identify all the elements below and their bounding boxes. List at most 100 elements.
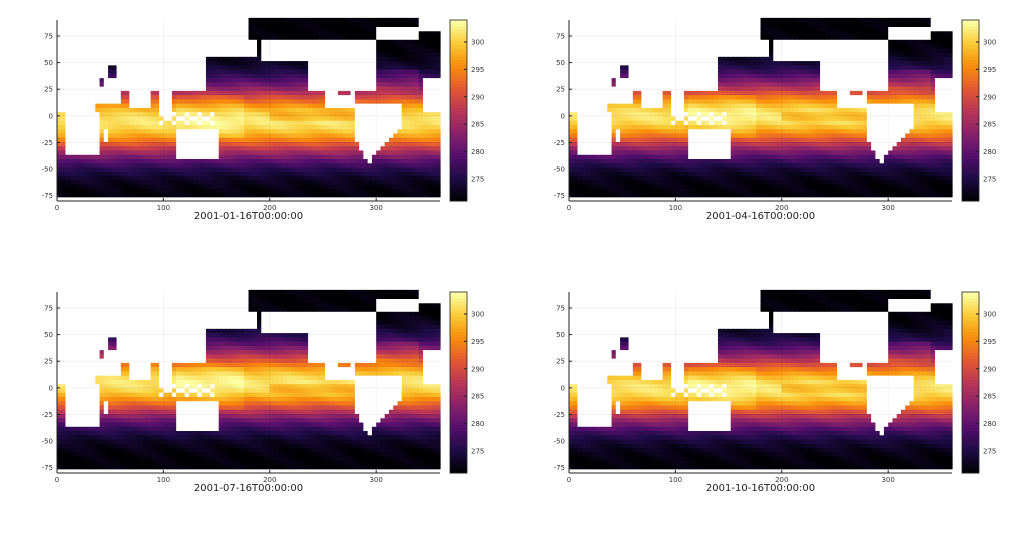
heatmap-cell <box>384 149 390 155</box>
heatmap-cell <box>286 64 292 70</box>
colorbar-segment <box>450 62 467 66</box>
heatmap-cell <box>197 141 203 147</box>
y-tick-label: 50 <box>44 59 53 67</box>
heatmap-cell <box>78 162 84 168</box>
heatmap-cell <box>692 196 698 202</box>
heatmap-cell <box>146 56 152 62</box>
heatmap-cell <box>611 166 617 172</box>
heatmap-cell <box>65 73 71 79</box>
heatmap-cell <box>257 43 262 49</box>
heatmap-cell <box>380 73 386 79</box>
heatmap-cell <box>231 64 237 70</box>
heatmap-cell <box>435 171 441 177</box>
heatmap-cell <box>146 183 152 189</box>
heatmap-cell <box>116 39 122 45</box>
heatmap-cell <box>773 154 779 160</box>
heatmap-cell <box>376 120 382 125</box>
heatmap-cell <box>295 132 301 138</box>
heatmap-cell <box>167 158 173 164</box>
heatmap-cell <box>384 81 390 87</box>
heatmap-cell <box>108 188 113 194</box>
heatmap-cell <box>637 162 642 168</box>
heatmap-cell <box>926 171 932 177</box>
heatmap-cell <box>658 166 664 172</box>
heatmap-cell <box>641 179 647 185</box>
heatmap-cell <box>150 115 156 121</box>
heatmap-cell <box>252 60 258 66</box>
heatmap-cell <box>120 39 126 45</box>
heatmap-cell <box>252 107 258 113</box>
heatmap-cell <box>214 60 220 66</box>
heatmap-cell <box>641 149 647 155</box>
heatmap-cell <box>235 171 241 177</box>
heatmap-cell <box>615 188 621 194</box>
heatmap-cell <box>896 192 902 198</box>
heatmap-cell <box>751 158 757 164</box>
heatmap-cell <box>95 192 101 198</box>
heatmap-cell <box>99 30 105 36</box>
heatmap-cell <box>210 90 216 96</box>
heatmap-cell <box>354 68 360 74</box>
heatmap-cell <box>171 90 177 96</box>
heatmap-cell <box>594 188 600 194</box>
heatmap-cell <box>150 60 156 66</box>
heatmap-cell <box>95 22 101 27</box>
heatmap-cell <box>180 103 186 108</box>
heatmap-cell <box>620 171 625 177</box>
heatmap-cell <box>371 141 377 147</box>
heatmap-cell <box>632 154 638 160</box>
heatmap-cell <box>167 30 173 36</box>
colorbar-segment <box>450 137 467 142</box>
heatmap-cell <box>120 137 126 142</box>
heatmap-cell <box>815 179 821 185</box>
heatmap-cell <box>252 86 258 91</box>
heatmap-cell <box>159 192 164 198</box>
heatmap-cell <box>133 86 139 91</box>
heatmap-cell <box>688 196 694 202</box>
heatmap-cell <box>637 175 642 181</box>
heatmap-cell <box>333 132 339 138</box>
heatmap-cell <box>418 149 424 155</box>
heatmap-cell <box>278 34 284 40</box>
heatmap-cell <box>193 149 199 155</box>
heatmap-cell <box>427 77 433 83</box>
heatmap-cell <box>303 68 309 74</box>
heatmap-cell <box>329 107 335 113</box>
heatmap-cell <box>675 162 681 168</box>
heatmap-cell <box>142 22 147 27</box>
heatmap-cell <box>354 158 360 164</box>
heatmap-cell <box>342 107 347 113</box>
heatmap-cell <box>333 81 339 87</box>
heatmap-cell <box>922 183 928 189</box>
heatmap-cell <box>773 183 779 189</box>
heatmap-cell <box>380 188 386 194</box>
heatmap-cell <box>218 17 224 23</box>
heatmap-cell <box>743 183 749 189</box>
heatmap-cell <box>120 149 126 155</box>
heatmap-cell <box>108 183 113 189</box>
heatmap-cell <box>943 171 949 177</box>
heatmap-cell <box>57 64 62 70</box>
heatmap-cell <box>269 183 275 189</box>
heatmap-cell <box>286 22 292 27</box>
heatmap-cell <box>286 137 292 142</box>
heatmap-cell <box>65 107 71 113</box>
heatmap-cell <box>257 98 262 104</box>
heatmap-cell <box>573 192 579 198</box>
heatmap-cell <box>65 22 71 27</box>
heatmap-cell <box>316 171 322 177</box>
heatmap-cell <box>74 124 79 130</box>
heatmap-cell <box>193 154 199 160</box>
heatmap-cell <box>569 183 574 189</box>
heatmap-cell <box>95 145 101 151</box>
heatmap-cell <box>414 149 420 155</box>
heatmap-cell <box>654 171 659 177</box>
heatmap-cell <box>320 94 326 100</box>
heatmap-cell <box>116 188 122 194</box>
heatmap-cell <box>291 107 296 113</box>
heatmap-cell <box>252 90 258 96</box>
heatmap-cell <box>197 124 203 130</box>
heatmap-cell <box>917 158 923 164</box>
heatmap-cell <box>120 115 126 121</box>
heatmap-cell <box>303 145 309 151</box>
